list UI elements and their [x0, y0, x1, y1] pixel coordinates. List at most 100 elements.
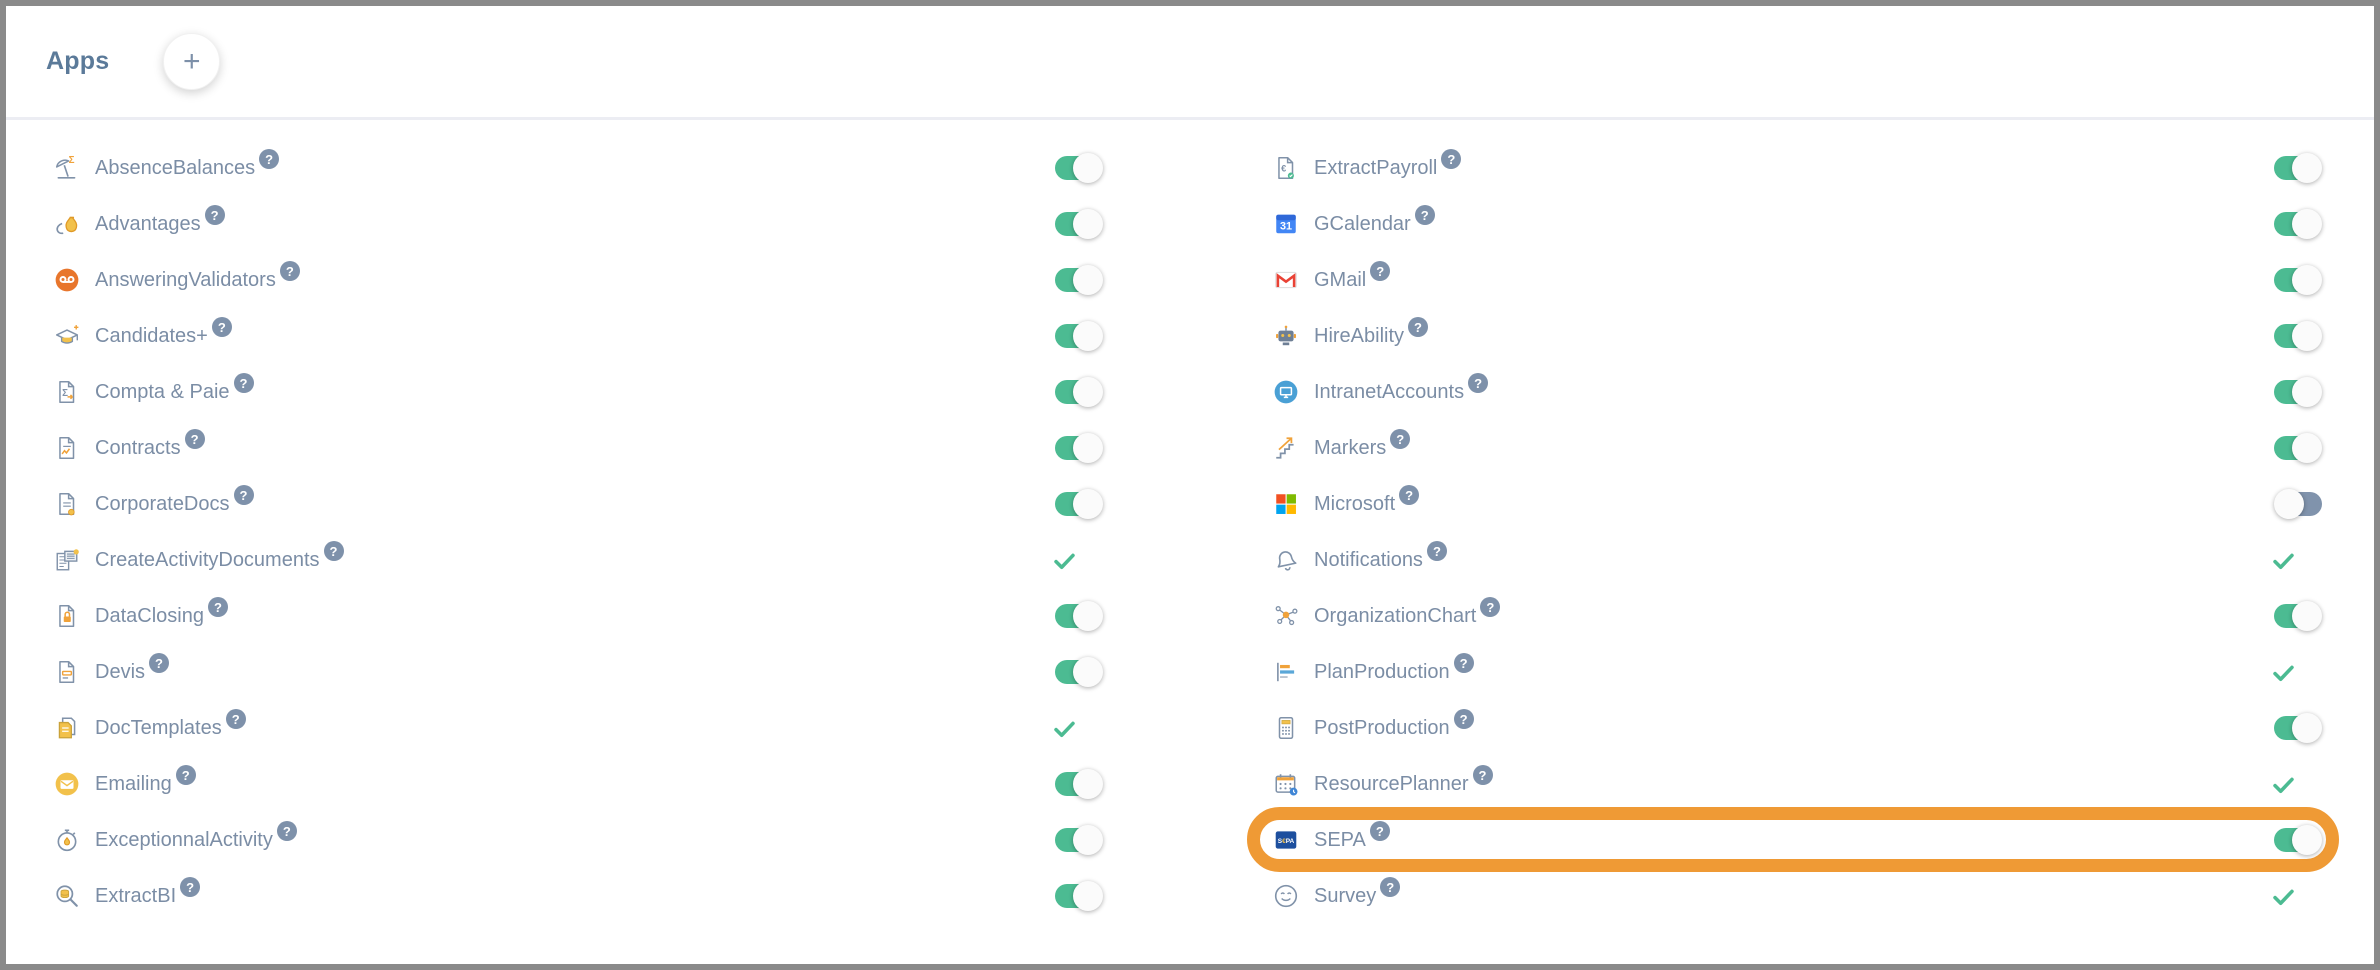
app-row: Σ AbsenceBalances ?: [54, 140, 1103, 196]
app-toggle[interactable]: [2274, 825, 2322, 855]
app-label: Compta & Paie: [95, 380, 230, 403]
help-icon[interactable]: ?: [233, 485, 254, 505]
app-row: PostProduction ?: [1273, 700, 2322, 756]
add-app-button[interactable]: +: [163, 33, 221, 90]
app-toggle[interactable]: [1055, 881, 1103, 911]
toggle-knob: [2292, 209, 2322, 239]
app-label: Contracts: [95, 436, 181, 459]
post-production-icon: [1273, 715, 1299, 741]
app-toggle[interactable]: [1055, 657, 1103, 687]
help-icon[interactable]: ?: [276, 821, 297, 841]
app-toggle[interactable]: [2274, 601, 2322, 631]
help-icon[interactable]: ?: [259, 149, 280, 169]
toggle-knob: [1073, 769, 1103, 799]
help-icon[interactable]: ?: [1390, 429, 1411, 449]
app-label: AbsenceBalances: [95, 156, 256, 179]
app-toggle[interactable]: [2274, 153, 2322, 183]
toggle-knob: [1073, 209, 1103, 239]
help-icon[interactable]: ?: [1480, 597, 1501, 617]
app-label: ExceptionnalActivity: [95, 828, 273, 851]
app-label: AnsweringValidators: [95, 268, 276, 291]
help-icon[interactable]: ?: [1370, 261, 1391, 281]
help-icon[interactable]: ?: [1408, 317, 1429, 337]
apps-column-right: € ExtractPayroll ? 31 GCalendar ? GMail …: [1247, 140, 2339, 924]
app-label: SEPA: [1314, 828, 1366, 851]
help-icon[interactable]: ?: [184, 429, 205, 449]
create-activity-documents-icon: [54, 547, 80, 573]
app-toggle[interactable]: [2274, 265, 2322, 295]
help-icon[interactable]: ?: [211, 317, 232, 337]
app-row: DocTemplates ?: [54, 700, 1103, 756]
app-toggle[interactable]: [1055, 153, 1103, 183]
app-label: Survey: [1314, 884, 1377, 907]
help-icon[interactable]: ?: [1399, 485, 1420, 505]
app-row: S€PA SEPA ?: [1247, 807, 2339, 872]
app-toggle[interactable]: [1055, 321, 1103, 351]
doc-templates-icon: [54, 715, 80, 741]
app-toggle[interactable]: [2274, 713, 2322, 743]
help-icon[interactable]: ?: [279, 261, 300, 281]
svg-text:Σ: Σ: [62, 388, 68, 399]
help-icon[interactable]: ?: [1414, 205, 1435, 225]
app-toggle[interactable]: [2274, 489, 2322, 519]
help-icon[interactable]: ?: [1453, 653, 1474, 673]
app-row: IntranetAccounts ?: [1273, 364, 2322, 420]
help-icon[interactable]: ?: [1369, 821, 1390, 841]
compta-paie-icon: Σ: [54, 379, 80, 405]
help-icon[interactable]: ?: [149, 653, 170, 673]
help-icon[interactable]: ?: [180, 877, 201, 897]
app-toggle[interactable]: [2274, 209, 2322, 239]
app-row: Σ Compta & Paie ?: [54, 364, 1103, 420]
app-toggle[interactable]: [2274, 377, 2322, 407]
app-toggle[interactable]: [1055, 601, 1103, 631]
help-icon[interactable]: ?: [1380, 877, 1401, 897]
data-closing-icon: [54, 603, 80, 629]
app-toggle[interactable]: [2274, 321, 2322, 351]
app-toggle[interactable]: [1055, 769, 1103, 799]
app-label: HireAbility: [1314, 324, 1405, 347]
help-icon[interactable]: ?: [1472, 765, 1493, 785]
help-icon[interactable]: ?: [175, 765, 196, 785]
app-row: Advantages ?: [54, 196, 1103, 252]
help-icon[interactable]: ?: [1441, 149, 1462, 169]
app-label: ExtractBI: [95, 884, 177, 907]
help-icon[interactable]: ?: [1426, 541, 1447, 561]
app-toggle[interactable]: [1055, 825, 1103, 855]
help-icon[interactable]: ?: [204, 205, 225, 225]
toggle-knob: [1073, 433, 1103, 463]
app-toggle[interactable]: [1055, 265, 1103, 295]
app-row: OrganizationChart ?: [1273, 588, 2322, 644]
help-icon[interactable]: ?: [323, 541, 344, 561]
app-label: Advantages: [95, 212, 201, 235]
app-row: ExceptionnalActivity ?: [54, 812, 1103, 868]
check-icon: [2270, 659, 2297, 686]
notifications-icon: [1273, 547, 1299, 573]
app-row: PlanProduction ?: [1273, 644, 2322, 700]
app-label: Candidates+: [95, 324, 208, 347]
app-label: DocTemplates: [95, 716, 222, 739]
app-toggle[interactable]: [2274, 433, 2322, 463]
help-icon[interactable]: ?: [233, 373, 254, 393]
toggle-knob: [1073, 881, 1103, 911]
app-row: € ExtractPayroll ?: [1273, 140, 2322, 196]
app-toggle[interactable]: [1055, 209, 1103, 239]
app-toggle[interactable]: [1055, 433, 1103, 463]
app-toggle[interactable]: [1055, 489, 1103, 519]
app-label: ExtractPayroll: [1314, 156, 1438, 179]
toggle-knob: [2292, 601, 2322, 631]
app-label: CorporateDocs: [95, 492, 230, 515]
app-label: Devis: [95, 660, 146, 683]
app-row: CorporateDocs ?: [54, 476, 1103, 532]
survey-icon: [1273, 883, 1299, 909]
toggle-knob: [1073, 153, 1103, 183]
app-toggle[interactable]: [1055, 377, 1103, 407]
app-row: Emailing ?: [54, 756, 1103, 812]
svg-text:Σ: Σ: [69, 155, 75, 166]
help-icon[interactable]: ?: [225, 709, 246, 729]
help-icon[interactable]: ?: [1453, 709, 1474, 729]
app-label: Microsoft: [1314, 492, 1396, 515]
app-row: Survey ?: [1273, 868, 2322, 924]
help-icon[interactable]: ?: [207, 597, 228, 617]
help-icon[interactable]: ?: [1468, 373, 1489, 393]
